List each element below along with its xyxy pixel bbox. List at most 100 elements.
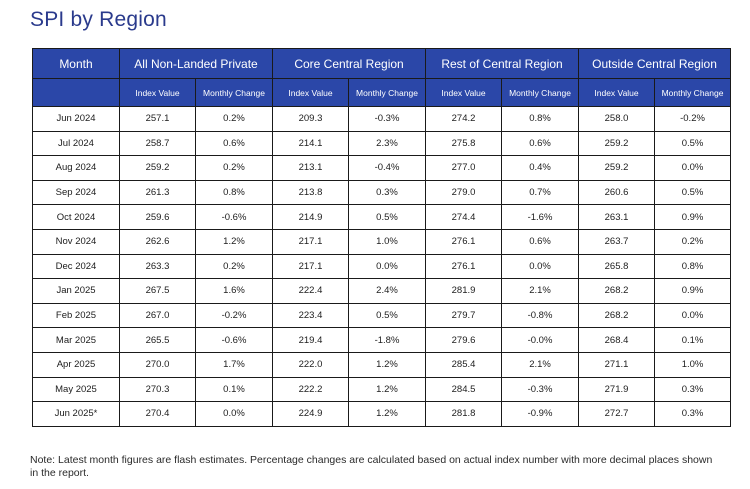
- cell-value: 258.7: [119, 130, 196, 157]
- table-row: Sep 2024 261.3 0.8% 213.8 0.3% 279.0 0.7…: [32, 179, 732, 206]
- cell-value: 284.5: [425, 376, 503, 403]
- cell-value: 276.1: [425, 228, 503, 255]
- cell-value: 265.5: [119, 327, 196, 353]
- cell-value: -0.6%: [195, 327, 273, 353]
- cell-value: 0.9%: [654, 278, 732, 304]
- cell-value: -0.2%: [654, 106, 732, 132]
- cell-value: 2.4%: [347, 278, 427, 304]
- cell-value: 260.6: [578, 179, 656, 206]
- cell-value: 0.2%: [195, 253, 273, 280]
- cell-value: 0.5%: [347, 204, 427, 230]
- cell-value: 259.2: [578, 130, 656, 157]
- cell-value: 270.3: [119, 376, 196, 403]
- cell-value: 262.6: [119, 228, 196, 255]
- cell-value: 274.4: [425, 204, 503, 230]
- table-row: Jul 2024 258.7 0.6% 214.1 2.3% 275.8 0.6…: [32, 130, 732, 157]
- cell-value: 0.0%: [501, 253, 580, 280]
- cell-value: 217.1: [272, 253, 349, 280]
- cell-month: Sep 2024: [32, 179, 120, 206]
- cell-value: 0.8%: [195, 179, 273, 206]
- cell-value: 1.0%: [654, 351, 732, 378]
- cell-value: 0.6%: [501, 228, 580, 255]
- cell-value: 223.4: [272, 302, 349, 329]
- cell-value: 285.4: [425, 351, 503, 378]
- cell-value: 268.2: [578, 302, 656, 329]
- cell-month: Nov 2024: [32, 228, 120, 255]
- subheader-index-value: Index Value: [425, 78, 503, 107]
- cell-value: 1.2%: [347, 401, 427, 427]
- table-row: Jun 2024 257.1 0.2% 209.3 -0.3% 274.2 0.…: [32, 106, 732, 132]
- subheader-index-value: Index Value: [119, 78, 196, 107]
- cell-value: 0.0%: [347, 253, 427, 280]
- cell-month: Jun 2025*: [32, 401, 120, 427]
- cell-month: Apr 2025: [32, 351, 120, 378]
- cell-value: 270.4: [119, 401, 196, 427]
- cell-value: 222.0: [272, 351, 349, 378]
- table-row: Mar 2025 265.5 -0.6% 219.4 -1.8% 279.6 -…: [32, 327, 732, 353]
- footnote: Note: Latest month figures are flash est…: [30, 454, 713, 479]
- cell-value: 0.8%: [501, 106, 580, 132]
- table-row: Feb 2025 267.0 -0.2% 223.4 0.5% 279.7 -0…: [32, 302, 732, 329]
- table-row: Nov 2024 262.6 1.2% 217.1 1.0% 276.1 0.6…: [32, 228, 732, 255]
- cell-value: 275.8: [425, 130, 503, 157]
- cell-value: 2.1%: [501, 278, 580, 304]
- cell-value: 0.3%: [654, 401, 732, 427]
- cell-value: 0.5%: [654, 130, 732, 157]
- cell-value: 213.8: [272, 179, 349, 206]
- cell-value: 0.9%: [654, 204, 732, 230]
- header-row-groups: Month All Non-Landed Private Core Centra…: [32, 48, 732, 79]
- cell-value: 0.3%: [347, 179, 427, 206]
- cell-value: 267.0: [119, 302, 196, 329]
- cell-month: Jan 2025: [32, 278, 120, 304]
- cell-value: 0.0%: [195, 401, 273, 427]
- cell-value: 268.4: [578, 327, 656, 353]
- month-header: Month: [32, 48, 120, 79]
- cell-value: 0.8%: [654, 253, 732, 280]
- cell-value: 265.8: [578, 253, 656, 280]
- cell-value: 1.2%: [347, 351, 427, 378]
- table-row: Oct 2024 259.6 -0.6% 214.9 0.5% 274.4 -1…: [32, 204, 732, 230]
- cell-value: 1.0%: [347, 228, 427, 255]
- cell-value: 213.1: [272, 155, 349, 181]
- cell-month: Aug 2024: [32, 155, 120, 181]
- cell-month: May 2025: [32, 376, 120, 403]
- cell-value: 214.9: [272, 204, 349, 230]
- cell-value: 0.6%: [195, 130, 273, 157]
- cell-value: 0.0%: [654, 155, 732, 181]
- table-row: Aug 2024 259.2 0.2% 213.1 -0.4% 277.0 0.…: [32, 155, 732, 181]
- cell-value: 0.0%: [654, 302, 732, 329]
- cell-value: 267.5: [119, 278, 196, 304]
- cell-value: 259.6: [119, 204, 196, 230]
- cell-value: 263.1: [578, 204, 656, 230]
- cell-value: 272.7: [578, 401, 656, 427]
- cell-month: Oct 2024: [32, 204, 120, 230]
- cell-value: -1.6%: [501, 204, 580, 230]
- cell-value: 0.2%: [195, 106, 273, 132]
- cell-month: Jul 2024: [32, 130, 120, 157]
- subheader-monthly-change: Monthly Change: [654, 78, 732, 107]
- cell-value: 222.2: [272, 376, 349, 403]
- group-header-rest-of-central: Rest of Central Region: [425, 48, 580, 79]
- cell-value: -0.3%: [501, 376, 580, 403]
- cell-value: 1.2%: [347, 376, 427, 403]
- cell-value: 0.6%: [501, 130, 580, 157]
- table-row: Dec 2024 263.3 0.2% 217.1 0.0% 276.1 0.0…: [32, 253, 732, 280]
- subheader-monthly-change: Monthly Change: [501, 78, 580, 107]
- table-row: Jan 2025 267.5 1.6% 222.4 2.4% 281.9 2.1…: [32, 278, 732, 304]
- cell-value: -1.8%: [347, 327, 427, 353]
- page-title: SPI by Region: [30, 8, 167, 31]
- table-row: May 2025 270.3 0.1% 222.2 1.2% 284.5 -0.…: [32, 376, 732, 403]
- cell-value: 271.9: [578, 376, 656, 403]
- cell-value: 279.0: [425, 179, 503, 206]
- cell-value: 0.3%: [654, 376, 732, 403]
- cell-value: -0.8%: [501, 302, 580, 329]
- cell-value: 276.1: [425, 253, 503, 280]
- group-header-outside-central: Outside Central Region: [578, 48, 732, 79]
- group-header-all-non-landed: All Non-Landed Private: [119, 48, 273, 79]
- cell-value: 281.8: [425, 401, 503, 427]
- cell-value: -0.2%: [195, 302, 273, 329]
- cell-value: 214.1: [272, 130, 349, 157]
- group-header-core-central: Core Central Region: [271, 48, 427, 79]
- cell-value: 219.4: [272, 327, 349, 353]
- cell-value: 0.2%: [195, 155, 273, 181]
